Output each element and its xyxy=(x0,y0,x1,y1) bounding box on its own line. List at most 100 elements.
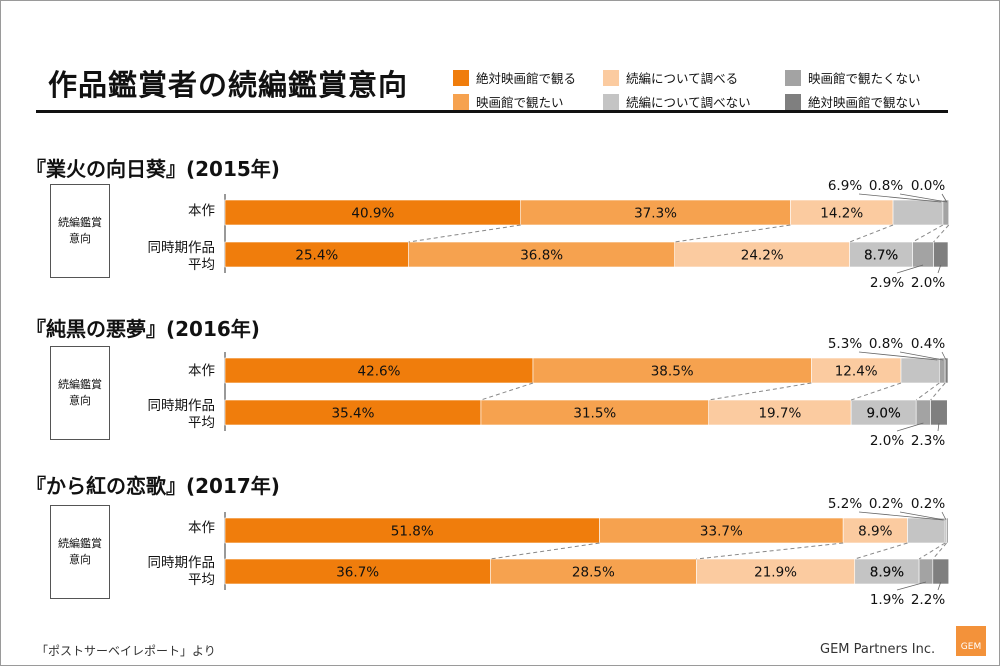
value-label-1-1-3: 9.0% xyxy=(866,406,900,422)
row-label-avg-2015: 同時期作品 平均 xyxy=(147,240,216,273)
value-label-1-1-1: 31.5% xyxy=(573,406,616,422)
value-label-2-0-1: 33.7% xyxy=(700,524,743,540)
connector-1-2 xyxy=(850,382,902,401)
bottom-leader-1-5 xyxy=(937,422,940,432)
bar-seg-1-1-3 xyxy=(850,399,917,426)
top-label-1-4: 0.8% xyxy=(869,336,903,352)
top-leader-1-4 xyxy=(899,351,944,361)
top-label-1-5: 0.4% xyxy=(911,336,945,352)
bar-seg-0-0-4 xyxy=(942,199,950,226)
legend-label-3: 続編について調べる xyxy=(626,71,739,86)
bar-seg-2-0-1 xyxy=(599,517,844,544)
connector-0-0 xyxy=(408,224,521,243)
top-leader-2-3 xyxy=(858,511,944,521)
top-leader-2-5 xyxy=(941,511,947,521)
section-title-2017: 『から紅の恋歌』(2017年) xyxy=(26,474,280,498)
legend-label-6: 絶対映画館で観ない xyxy=(808,95,921,110)
connector-2-0 xyxy=(490,542,600,560)
value-label-2-1-3: 8.9% xyxy=(870,565,904,581)
value-label-0-1-3: 8.7% xyxy=(864,248,898,264)
bottom-leader-0-4 xyxy=(896,264,924,274)
bar-seg-0-0-3 xyxy=(892,199,944,226)
title-rule xyxy=(36,110,948,113)
bar-seg-1-1-5 xyxy=(930,399,948,426)
value-label-0-0-0: 40.9% xyxy=(351,206,394,222)
top-label-0-5: 0.0% xyxy=(911,178,945,194)
connector-1-3 xyxy=(915,382,940,401)
legend-swatch-6 xyxy=(785,93,801,110)
bar-seg-2-1-1 xyxy=(490,558,697,585)
legend-label-1: 絶対映画館で観る xyxy=(476,71,577,86)
legend-swatch-2 xyxy=(453,93,469,110)
connector-0-2 xyxy=(849,224,894,243)
bar-seg-2-1-4 xyxy=(918,558,934,585)
top-leader-0-4 xyxy=(899,193,947,203)
top-leader-1-5 xyxy=(941,351,947,361)
bar-seg-0-0-2 xyxy=(790,199,894,226)
bar-seg-0-1-0 xyxy=(224,241,409,268)
bottom-label-0-5: 2.0% xyxy=(911,275,945,291)
bottom-leader-2-5 xyxy=(937,581,942,591)
tag-label-2016: 続編鑑賞 意向 xyxy=(58,378,102,407)
value-label-1-1-2: 19.7% xyxy=(758,406,801,422)
bar-seg-2-1-5 xyxy=(932,558,950,585)
bottom-leader-1-4 xyxy=(896,422,924,432)
top-label-0-4: 0.8% xyxy=(869,178,903,194)
top-leader-0-3 xyxy=(858,193,941,203)
bottom-label-0-4: 2.9% xyxy=(870,275,904,291)
legend-swatch-1 xyxy=(453,69,469,86)
page-title: 作品鑑賞者の続編鑑賞意向 xyxy=(48,68,409,102)
tag-box-2016: 続編鑑賞 意向 xyxy=(50,346,110,440)
legend-label-5: 映画館で観たくない xyxy=(808,71,921,86)
connector-2-2 xyxy=(854,542,908,560)
legend-item-3: 続編について調べる xyxy=(603,68,738,87)
bar-seg-2-1-2 xyxy=(696,558,856,585)
top-label-2-3: 5.2% xyxy=(828,496,862,512)
value-label-2-1-2: 21.9% xyxy=(754,565,797,581)
value-label-0-0-1: 37.3% xyxy=(634,206,677,222)
tag-box-2017: 続編鑑賞 意向 xyxy=(50,505,110,599)
bar-seg-0-1-5 xyxy=(933,241,949,268)
legend-label-4: 続編について調べない xyxy=(626,95,751,110)
value-label-1-0-1: 38.5% xyxy=(651,364,694,380)
top-leader-1-3 xyxy=(858,351,938,361)
gem-logo-text: GEM xyxy=(960,642,982,652)
bar-seg-0-1-4 xyxy=(912,241,934,268)
value-label-0-1-1: 36.8% xyxy=(520,248,563,264)
value-label-2-0-0: 51.8% xyxy=(391,524,434,540)
legend-item-4: 続編について調べない xyxy=(603,92,751,111)
connector-2-1 xyxy=(696,542,844,560)
section-title-2015: 『業火の向日葵』(2015年) xyxy=(26,157,280,181)
section-title-2016: 『純黒の悪夢』(2016年) xyxy=(26,317,260,341)
gem-logo xyxy=(956,626,986,656)
value-label-1-1-0: 35.4% xyxy=(332,406,375,422)
connector-1-1 xyxy=(708,382,812,401)
bottom-label-2-4: 1.9% xyxy=(870,592,904,608)
value-label-0-1-3: 8.7% xyxy=(864,248,898,264)
connector-1-0 xyxy=(480,382,534,401)
value-label-0-1-0: 25.4% xyxy=(295,248,338,264)
bar-seg-1-0-3 xyxy=(900,357,940,384)
bar-seg-2-0-2 xyxy=(842,517,908,544)
tag-label-2015: 続編鑑賞 意向 xyxy=(58,216,102,245)
bar-seg-0-1-3 xyxy=(849,241,913,268)
top-label-2-4: 0.2% xyxy=(869,496,903,512)
connector-0-1 xyxy=(674,224,791,243)
tag-label-2017: 続編鑑賞 意向 xyxy=(58,537,102,566)
brand-name: GEM Partners Inc. xyxy=(820,642,936,657)
legend-item-5: 映画館で観たくない xyxy=(785,68,921,87)
row-label-avg-2017: 同時期作品 平均 xyxy=(147,555,216,588)
bar-seg-1-1-0 xyxy=(224,399,482,426)
row-label-avg-2016: 同時期作品 平均 xyxy=(147,398,216,431)
connector-0-4 xyxy=(933,224,950,243)
value-label-1-1-3: 9.0% xyxy=(866,406,900,422)
value-label-1-0-2: 12.4% xyxy=(835,364,878,380)
top-leader-0-5 xyxy=(941,193,948,203)
bottom-label-1-5: 2.3% xyxy=(911,433,945,449)
value-label-0-0-2: 14.2% xyxy=(820,206,863,222)
top-label-0-3: 6.9% xyxy=(828,178,862,194)
value-label-2-1-1: 28.5% xyxy=(572,565,615,581)
connector-2-3 xyxy=(918,542,946,560)
bar-seg-0-1-1 xyxy=(408,241,676,268)
